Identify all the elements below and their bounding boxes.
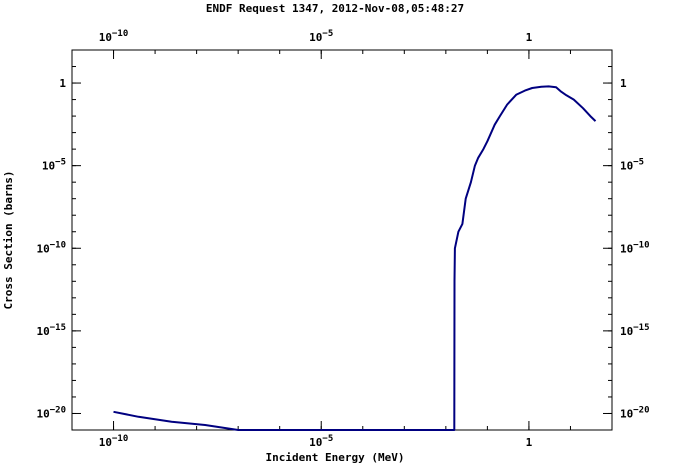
x-axis-label: Incident Energy (MeV) — [265, 451, 404, 464]
plot-frame — [71, 49, 613, 431]
y-tick-label-left: 10−20 — [36, 405, 66, 420]
y-tick-label-right: 10−15 — [620, 323, 650, 338]
y-tick-label-right: 1 — [620, 77, 627, 90]
series-group — [113, 85, 597, 431]
series-line — [113, 85, 597, 431]
y-tick-label-right: 10−20 — [620, 405, 650, 420]
y-tick-label-left: 1 — [59, 77, 66, 90]
x-tick-label-bottom: 10−10 — [99, 434, 129, 449]
y-tick-label-right: 10−10 — [620, 240, 650, 255]
x-tick-label-bottom: 1 — [526, 436, 533, 449]
y-tick-label-left: 10−15 — [36, 323, 66, 338]
x-tick-label-top: 10−5 — [309, 29, 333, 44]
y-tick-label-left: 10−10 — [36, 240, 66, 255]
x-tick-label-top: 10−10 — [99, 29, 129, 44]
x-tick-label-top: 1 — [526, 31, 533, 44]
y-tick-label-right: 10−5 — [620, 158, 644, 173]
chart-title: ENDF Request 1347, 2012-Nov-08,05:48:27 — [206, 2, 464, 15]
tick-marks — [71, 49, 613, 431]
x-tick-label-bottom: 10−5 — [309, 434, 333, 449]
y-axis-label: Cross Section (barns) — [2, 170, 15, 309]
tick-labels: 10−10 10−10 10−5 10−5 1 1 1 1 10−5 10−5 10−10 10−10… — [36, 29, 649, 449]
y-tick-label-left: 10−5 — [42, 158, 66, 173]
